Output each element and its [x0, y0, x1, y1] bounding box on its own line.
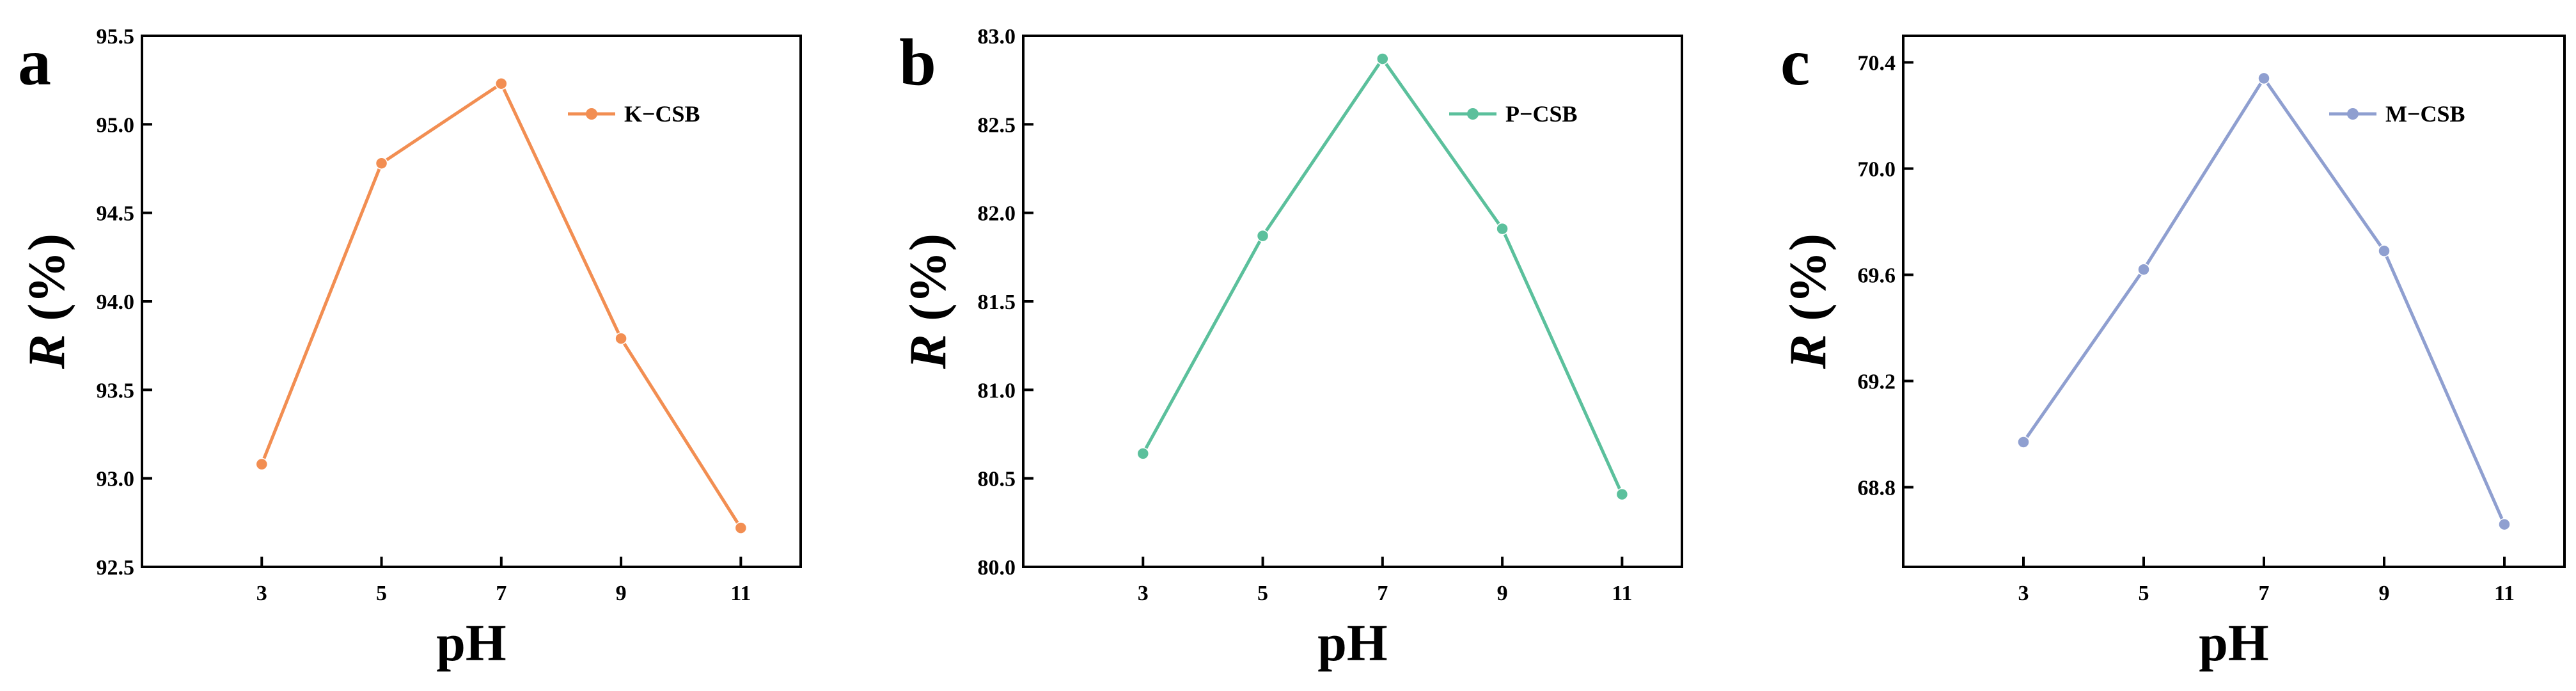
y-tick-label-a-2: 93.5 — [97, 379, 135, 402]
x-tick-label-a-2: 7 — [496, 582, 507, 605]
data-point-a-0-2 — [495, 77, 508, 90]
series-line-a-0 — [260, 82, 742, 529]
y-tick-label-c-4: 70.4 — [1858, 52, 1896, 75]
panel-b: b 80.0 80.5 81.0 81.5 82.0 82.5 83.0 3 5 7 9 11 pH R (… — [899, 25, 1683, 672]
data-point-b-0-3 — [1496, 222, 1509, 235]
y-tick-label-b-4: 82.0 — [978, 202, 1016, 226]
plot-frame-a — [141, 35, 802, 568]
legend-marker-b-0 — [1467, 108, 1479, 120]
y-tick-label-a-4: 94.5 — [97, 202, 135, 226]
data-point-b-0-1 — [1256, 229, 1269, 242]
x-tick-label-b-0: 3 — [1138, 582, 1149, 605]
y-tick-label-c-0: 68.8 — [1858, 477, 1896, 500]
x-tick-label-a-3: 9 — [616, 582, 627, 605]
panel-a: a 92.5 93.0 93.5 94.0 94.5 95.0 95.5 3 5 7 9 11 pH R (… — [17, 25, 802, 672]
x-tick-label-a-0: 3 — [256, 582, 267, 605]
y-axis-label-b: R (%) — [899, 234, 957, 370]
data-point-c-0-2 — [2258, 72, 2270, 85]
data-point-c-0-3 — [2378, 244, 2391, 257]
x-tick-label-c-2: 7 — [2259, 582, 2270, 605]
series-line-c-0 — [2022, 76, 2506, 525]
y-tick-label-b-1: 80.5 — [978, 468, 1016, 491]
y-tick-label-b-5: 82.5 — [978, 113, 1016, 137]
data-point-a-0-3 — [615, 332, 627, 345]
x-tick-label-a-4: 11 — [730, 582, 751, 605]
y-axis-label-a: R (%) — [17, 234, 75, 370]
data-point-b-0-2 — [1376, 52, 1389, 65]
legend-marker-c-0 — [2347, 108, 2359, 120]
plot-frame-c — [1902, 35, 2566, 568]
x-tick-label-b-3: 9 — [1497, 582, 1508, 605]
y-tick-label-a-3: 94.0 — [97, 290, 135, 314]
y-axis-label-c: R (%) — [1779, 234, 1837, 370]
y-tick-label-b-3: 81.5 — [978, 290, 1016, 314]
panel-letter-b: b — [899, 26, 936, 99]
x-tick-label-b-2: 7 — [1377, 582, 1388, 605]
x-axis-label-a: pH — [436, 614, 506, 672]
x-tick-label-c-1: 5 — [2139, 582, 2149, 605]
x-axis-label-b: pH — [1317, 614, 1387, 672]
data-point-b-0-4 — [1615, 488, 1629, 501]
legend-label-b-0: P−CSB — [1505, 101, 1578, 127]
y-tick-label-b-0: 80.0 — [978, 556, 1016, 580]
data-point-a-0-4 — [734, 521, 748, 534]
x-tick-label-a-1: 5 — [376, 582, 387, 605]
x-tick-label-b-1: 5 — [1257, 582, 1268, 605]
legend-label-c-0: M−CSB — [2385, 101, 2465, 127]
data-point-c-0-4 — [2498, 518, 2511, 531]
legend-marker-a-0 — [586, 108, 597, 120]
legend-label-a-0: K−CSB — [624, 101, 700, 127]
plot-frame-b — [1022, 35, 1683, 568]
data-point-a-0-0 — [255, 457, 269, 471]
y-tick-label-c-1: 69.2 — [1858, 370, 1896, 394]
panel-letter-c: c — [1780, 26, 1810, 99]
data-point-b-0-0 — [1136, 447, 1150, 460]
data-point-c-0-1 — [2137, 263, 2150, 276]
y-tick-label-a-0: 92.5 — [97, 556, 135, 580]
x-tick-label-c-4: 11 — [2494, 582, 2515, 605]
y-tick-label-c-3: 70.0 — [1858, 158, 1896, 182]
data-point-a-0-1 — [375, 157, 388, 170]
x-axis-label-c: pH — [2199, 614, 2268, 672]
x-tick-label-b-4: 11 — [1612, 582, 1632, 605]
panel-c: c 68.8 69.2 69.6 70.0 70.4 3 5 7 9 11 pH R (%) M−CSB — [1779, 26, 2566, 672]
y-tick-label-b-2: 81.0 — [978, 379, 1016, 402]
y-tick-label-a-1: 93.0 — [97, 468, 135, 491]
x-tick-label-c-3: 9 — [2379, 582, 2390, 605]
panel-letter-a: a — [18, 26, 51, 99]
y-tick-label-b-6: 83.0 — [978, 25, 1016, 49]
x-tick-label-c-0: 3 — [2018, 582, 2029, 605]
y-tick-label-c-2: 69.6 — [1858, 264, 1896, 288]
y-tick-label-a-5: 95.0 — [97, 113, 135, 137]
y-tick-label-a-6: 95.5 — [97, 25, 135, 49]
data-point-c-0-0 — [2017, 436, 2030, 449]
